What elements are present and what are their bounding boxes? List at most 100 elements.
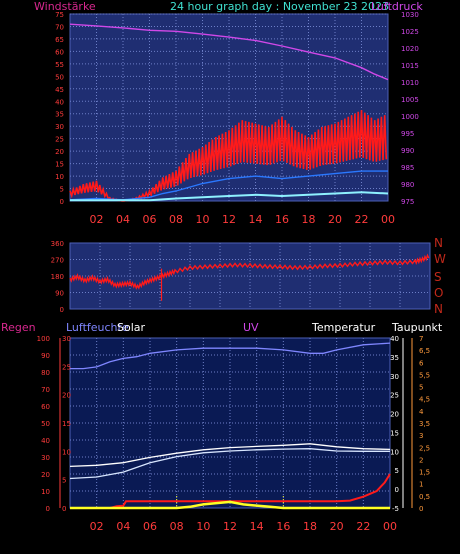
wind-y-tick: 15 (55, 161, 64, 169)
temperature-line (69, 443, 391, 468)
wind-y-tick: 70 (55, 23, 64, 31)
wind-tick-labels: 0510152025303540455055606570759759809859… (55, 11, 419, 226)
direction-compass-label: N (434, 236, 443, 250)
rain-y-tick: 5 (62, 477, 66, 485)
direction-compass-label: S (434, 270, 442, 284)
climate-x-tick: 14 (250, 520, 264, 533)
wind-y-tick: 25 (55, 136, 64, 144)
uv-y-tick: 6,5 (419, 347, 430, 355)
uv-label: UV (243, 321, 259, 334)
wind-series (69, 23, 389, 202)
pressure-y-tick: 1030 (401, 11, 419, 19)
wind-y-tick: 20 (55, 148, 64, 156)
wind-x-tick: 02 (90, 213, 104, 226)
wind-x-tick: 18 (302, 213, 316, 226)
pressure-axis-label: Luftdruck (371, 0, 423, 13)
pressure-y-tick: 1005 (401, 96, 419, 104)
humidity-y-tick: 90 (41, 352, 50, 360)
wind-x-tick: 00 (381, 213, 395, 226)
wind-y-tick: 65 (55, 36, 64, 44)
wind-x-tick: 16 (275, 213, 289, 226)
calm-line (70, 191, 389, 202)
uv-y-tick: 2 (419, 456, 423, 464)
uv-y-tick: 1 (419, 481, 423, 489)
climate-series (69, 342, 391, 510)
uv-y-tick: 6 (419, 359, 424, 367)
direction-y-tick: 90 (55, 290, 64, 298)
humidity-y-tick: 100 (37, 335, 50, 343)
humidity-y-tick: 70 (41, 386, 50, 394)
climate-x-tick: 06 (143, 520, 157, 533)
pressure-line (69, 23, 389, 81)
temperature-y-tick: 10 (390, 448, 399, 456)
direction-compass-label: O (434, 286, 443, 300)
uv-y-tick: 3 (419, 432, 423, 440)
uv-y-tick: 7 (419, 335, 423, 343)
humidity-line (70, 342, 391, 370)
pressure-y-tick: 1000 (401, 113, 419, 121)
climate-x-tick: 02 (90, 520, 104, 533)
wind-x-tick: 10 (196, 213, 210, 226)
pressure-y-tick: 975 (401, 198, 414, 206)
wind-y-tick: 5 (60, 186, 64, 194)
uv-y-tick: 0,5 (419, 493, 430, 501)
wind-x-tick: 04 (116, 213, 130, 226)
wind-axis-label: Windstärke (34, 0, 96, 13)
pressure-y-tick: 1020 (401, 45, 419, 53)
wind-y-tick: 60 (55, 48, 64, 56)
humidity-y-tick: 20 (41, 471, 50, 479)
uv-y-tick: 5,5 (419, 371, 430, 379)
wind-y-tick: 30 (55, 123, 64, 131)
humidity-y-tick: 50 (41, 420, 50, 428)
wind-y-tick: 75 (55, 11, 64, 19)
temperature-label: Temperatur (311, 321, 376, 334)
climate-x-tick: 22 (356, 520, 370, 533)
uv-y-tick: 5 (419, 384, 423, 392)
climate-tick-labels: 0102030405060708090100051015202530-50510… (37, 335, 431, 533)
direction-y-tick: 0 (60, 306, 64, 314)
uv-y-tick: 4,5 (419, 396, 430, 404)
rain-label: Regen (1, 321, 36, 334)
climate-x-tick: 20 (330, 520, 344, 533)
temperature-y-tick: 30 (390, 373, 399, 381)
temperature-y-tick: 0 (395, 486, 399, 494)
pressure-y-tick: 1010 (401, 79, 419, 87)
wind-y-tick: 50 (55, 73, 64, 81)
chart-title: 24 hour graph day : November 23 2023 (170, 0, 389, 13)
wind-y-tick: 35 (55, 111, 64, 119)
humidity-y-tick: 60 (41, 403, 50, 411)
pressure-y-tick: 1025 (401, 28, 419, 36)
wind-y-tick: 0 (60, 198, 64, 206)
direction-compass-label: N (434, 302, 443, 316)
climate-chart: 0102030405060708090100051015202530-50510… (1, 321, 443, 533)
pressure-y-tick: 980 (401, 181, 414, 189)
direction-y-tick: 270 (51, 257, 64, 265)
direction-y-tick: 360 (51, 240, 64, 248)
climate-x-tick: 12 (223, 520, 237, 533)
wind-x-tick: 20 (328, 213, 342, 226)
climate-x-tick: 10 (196, 520, 210, 533)
climate-x-tick: 04 (116, 520, 130, 533)
rain-line (70, 473, 391, 509)
climate-x-tick: 08 (170, 520, 184, 533)
rain-y-tick: 0 (62, 505, 66, 513)
uv-y-tick: 3,5 (419, 420, 430, 428)
solar-label: Solar (117, 321, 146, 334)
wind-x-tick: 08 (169, 213, 183, 226)
dewpoint-label: Taupunkt (391, 321, 443, 334)
pressure-y-tick: 1015 (401, 62, 419, 70)
direction-grid (70, 243, 430, 309)
climate-x-tick: 18 (303, 520, 317, 533)
humidity-y-tick: 10 (41, 488, 50, 496)
rain-y-tick: 25 (62, 363, 71, 371)
uv-y-tick: 2,5 (419, 444, 430, 452)
rain-y-tick: 15 (62, 420, 71, 428)
temperature-y-tick: 35 (390, 354, 399, 362)
uv-y-tick: 4 (419, 408, 424, 416)
climate-x-tick: 00 (383, 520, 397, 533)
temperature-y-tick: 5 (395, 467, 399, 475)
wind-x-tick: 14 (249, 213, 263, 226)
